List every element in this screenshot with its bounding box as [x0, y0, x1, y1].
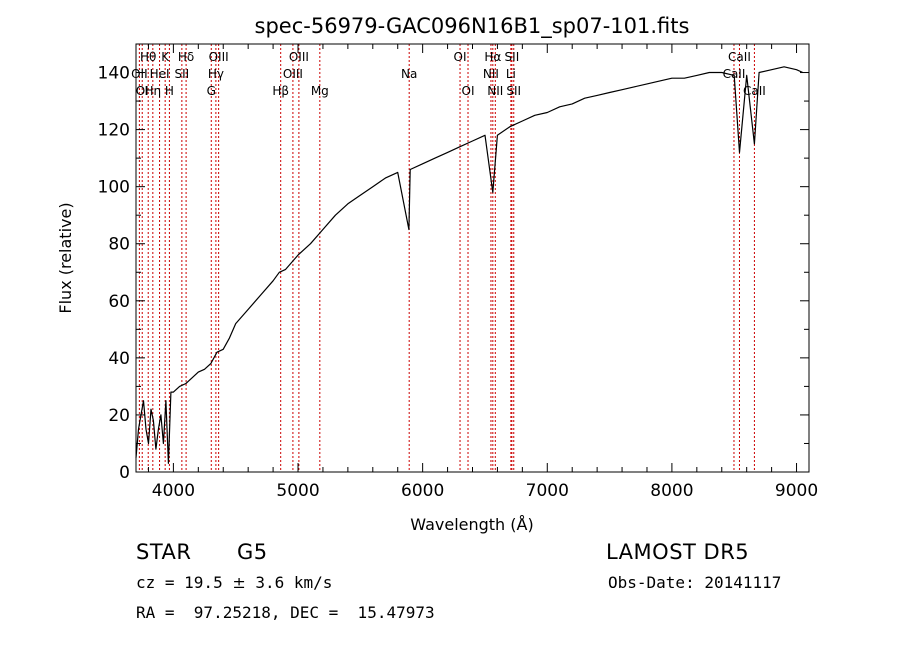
line-label: Hβ [272, 84, 289, 98]
line-label: NII [483, 67, 499, 81]
y-axis-label: Flux (relative) [56, 202, 75, 313]
line-label: HeI [150, 67, 170, 81]
y-tick-label: 100 [98, 178, 130, 198]
x-tick-label: 6000 [401, 481, 444, 501]
plot-frame [135, 43, 810, 473]
line-label: OII [131, 67, 148, 81]
line-label: Hη [145, 84, 162, 98]
cz-suffix: 3.6 km/s [245, 573, 333, 592]
line-label: Li [506, 67, 516, 81]
line-label: OI [462, 84, 475, 98]
line-label: NII [487, 84, 503, 98]
x-tick-label: 5000 [276, 481, 319, 501]
object-class: STAR [136, 540, 192, 564]
y-tick-label: 20 [108, 406, 130, 426]
y-tick-label: 80 [108, 235, 130, 255]
survey-name: LAMOST DR5 [606, 540, 750, 564]
x-axis-label: Wavelength (Å) [410, 515, 533, 534]
cz-prefix: cz = 19.5 [136, 573, 233, 592]
line-label: CaII [728, 50, 751, 64]
emission-line-labels: OIIOIHθHηHeIKHSIIHδGHγOIIIHβOIIIOIIIMgNa… [131, 50, 766, 98]
y-axis-ticks: 0 20 40 60 80 100 120 140 [98, 43, 809, 483]
line-label: OIII [283, 67, 303, 81]
x-axis-ticks: 4000 5000 6000 7000 8000 9000 [147, 44, 818, 501]
cz-plus-minus: ± [232, 573, 246, 592]
x-tick-label: 4000 [152, 481, 195, 501]
line-label: Mg [311, 84, 329, 98]
line-label: OIII [289, 50, 309, 64]
line-label: G [207, 84, 216, 98]
observation-date: Obs-Date: 20141117 [608, 573, 782, 592]
y-tick-label: 120 [98, 121, 130, 141]
line-label: Hγ [208, 67, 224, 81]
chart-title: spec-56979-GAC096N16B1_sp07-101.fits [255, 14, 690, 39]
emission-line-markers [138, 44, 755, 472]
y-tick-label: 140 [98, 64, 130, 84]
y-tick-label: 60 [108, 292, 130, 312]
line-label: SII [175, 67, 190, 81]
redshift-cz: cz = 19.5 ± 3.6 km/s [136, 573, 332, 592]
x-tick-label: 9000 [775, 481, 818, 501]
x-tick-label: 7000 [526, 481, 569, 501]
line-label: Na [401, 67, 417, 81]
line-label: Hα [484, 50, 501, 64]
line-label: CaII [723, 67, 746, 81]
object-subclass: G5 [237, 540, 268, 564]
line-label: OI [136, 84, 149, 98]
line-label: SII [505, 50, 520, 64]
y-tick-label: 0 [119, 463, 130, 483]
coordinates: RA = 97.25218, DEC = 15.47973 [136, 603, 435, 622]
line-label: SII [506, 84, 521, 98]
y-tick-label: 40 [108, 349, 130, 369]
spectrum-line [135, 66, 804, 464]
line-label: H [165, 84, 174, 98]
line-label: K [161, 50, 170, 64]
line-label: OIII [209, 50, 229, 64]
line-label: CaII [743, 84, 766, 98]
line-label: Hθ [140, 50, 156, 64]
line-label: OI [454, 50, 467, 64]
line-label: Hδ [178, 50, 194, 64]
x-tick-label: 8000 [650, 481, 693, 501]
